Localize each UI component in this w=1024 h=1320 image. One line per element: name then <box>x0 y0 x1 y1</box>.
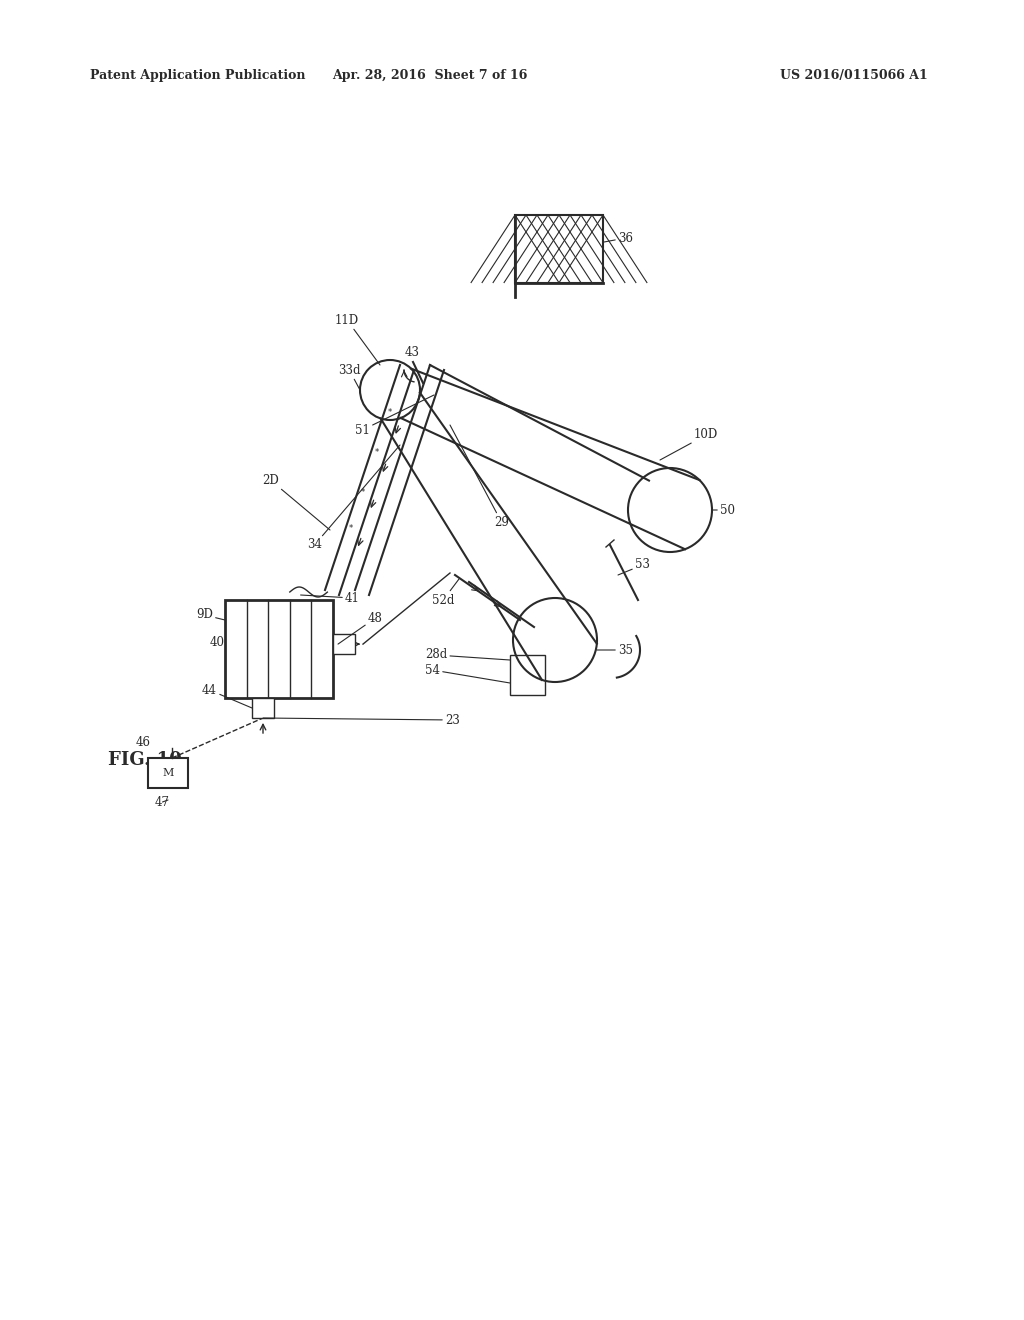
Text: 23: 23 <box>263 714 460 726</box>
Text: M: M <box>163 768 174 777</box>
Text: 28d: 28d <box>425 648 510 661</box>
Text: 47: 47 <box>155 796 170 808</box>
Text: 51: 51 <box>355 395 434 437</box>
Text: Apr. 28, 2016  Sheet 7 of 16: Apr. 28, 2016 Sheet 7 of 16 <box>333 69 527 82</box>
Text: 44: 44 <box>202 684 252 708</box>
Bar <box>225 601 333 698</box>
Text: 52d: 52d <box>432 579 459 606</box>
Bar <box>252 698 274 718</box>
Text: *: * <box>349 524 353 533</box>
Text: 29: 29 <box>450 425 509 528</box>
Text: 41: 41 <box>301 591 359 605</box>
Text: 33d: 33d <box>338 363 360 389</box>
Text: 40: 40 <box>210 635 225 648</box>
Text: *: * <box>375 447 379 457</box>
Text: 53: 53 <box>618 558 650 576</box>
Text: *: * <box>388 408 392 417</box>
Text: *: * <box>360 488 366 498</box>
Text: 46: 46 <box>136 737 151 750</box>
Text: 50: 50 <box>712 503 735 516</box>
Text: Patent Application Publication: Patent Application Publication <box>90 69 305 82</box>
Text: 48: 48 <box>338 611 383 644</box>
Text: 11D: 11D <box>335 314 380 366</box>
Text: 34: 34 <box>307 445 400 552</box>
Text: 2D: 2D <box>262 474 330 531</box>
Text: 54: 54 <box>425 664 510 682</box>
Text: 43: 43 <box>406 346 420 359</box>
Text: FIG. 10: FIG. 10 <box>108 751 181 770</box>
Text: 36: 36 <box>603 231 633 244</box>
Text: 35: 35 <box>597 644 633 656</box>
Bar <box>515 215 603 282</box>
Text: 9D: 9D <box>196 609 225 622</box>
Bar <box>510 655 545 696</box>
Text: 10D: 10D <box>660 429 718 459</box>
Text: US 2016/0115066 A1: US 2016/0115066 A1 <box>780 69 928 82</box>
Bar <box>148 758 188 788</box>
Bar <box>333 634 355 655</box>
